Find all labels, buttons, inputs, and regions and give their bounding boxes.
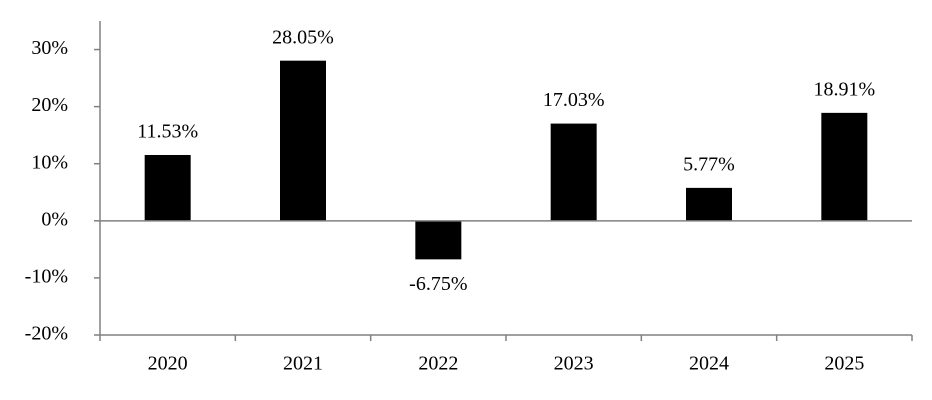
y-tick-label: -10% <box>25 266 68 288</box>
value-label: 18.91% <box>813 78 875 100</box>
bar <box>144 154 191 221</box>
value-label: 5.77% <box>683 153 735 175</box>
value-label: 11.53% <box>137 121 198 143</box>
y-tick-label: 20% <box>31 94 68 116</box>
value-label: 17.03% <box>543 89 605 111</box>
bar <box>821 112 868 221</box>
x-tick-label: 2023 <box>554 353 594 375</box>
x-tick-label: 2025 <box>824 353 864 375</box>
y-tick-label: 10% <box>31 151 68 173</box>
bar <box>550 123 597 221</box>
bar <box>415 220 462 260</box>
y-tick-label: -20% <box>25 323 68 345</box>
y-tick-label: 30% <box>31 37 68 59</box>
value-label: -6.75% <box>409 273 467 295</box>
y-tick-label: 0% <box>41 208 68 230</box>
value-label: 28.05% <box>272 26 334 48</box>
x-tick-label: 2020 <box>148 353 188 375</box>
x-tick-label: 2022 <box>418 353 458 375</box>
bar <box>686 187 732 221</box>
x-tick-label: 2021 <box>283 353 323 375</box>
x-tick-label: 2024 <box>689 353 729 375</box>
bar <box>280 60 326 221</box>
